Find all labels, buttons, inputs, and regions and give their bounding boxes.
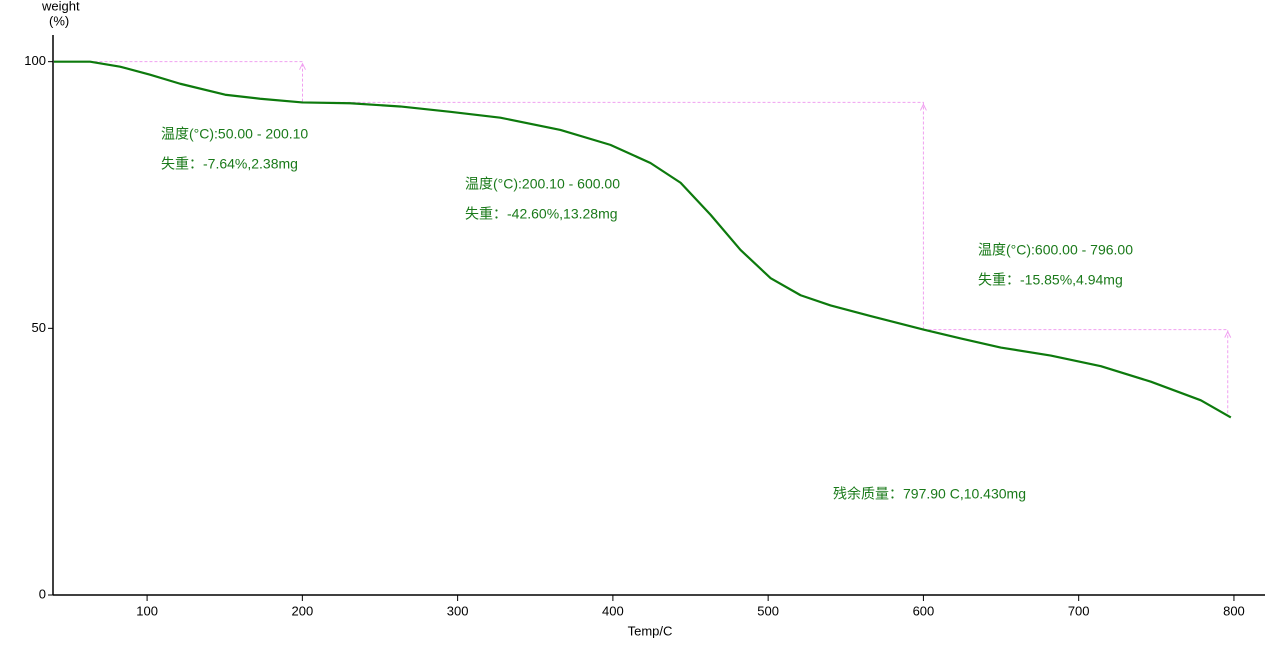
step-annotation: 温度(°C):600.00 - 796.00: [978, 242, 1133, 258]
step-arrow: [919, 103, 927, 111]
y-axis-label: (%): [49, 13, 69, 28]
residual-annotation: 残余质量：797.90 C,10.430mg: [833, 486, 1026, 502]
step-annotation: 温度(°C):50.00 - 200.10: [161, 126, 308, 142]
step-annotation: 温度(°C):200.10 - 600.00: [465, 176, 620, 192]
x-tick-label: 400: [602, 603, 624, 618]
step-arrow: [1224, 330, 1232, 338]
y-tick-label: 0: [39, 586, 46, 601]
step-annotation: 失重：-7.64%,2.38mg: [161, 156, 298, 172]
x-tick-label: 200: [292, 603, 314, 618]
x-tick-label: 500: [757, 603, 779, 618]
x-tick-label: 600: [913, 603, 935, 618]
y-axis-label: weight: [41, 0, 80, 13]
step-arrow: [299, 62, 306, 70]
x-tick-label: 700: [1068, 603, 1090, 618]
y-tick-label: 50: [32, 320, 46, 335]
x-axis-label: Temp/C: [628, 623, 673, 638]
x-tick-label: 300: [447, 603, 469, 618]
step-line: [302, 101, 924, 330]
x-tick-label: 100: [136, 603, 158, 618]
x-tick-label: 800: [1223, 603, 1245, 618]
step-annotation: 失重：-15.85%,4.94mg: [978, 272, 1123, 288]
data-line: [53, 60, 1232, 419]
step-annotation: 失重：-42.60%,13.28mg: [465, 206, 618, 222]
step-line: [923, 329, 1229, 415]
step-line: [69, 61, 304, 103]
y-tick-label: 100: [24, 53, 46, 68]
